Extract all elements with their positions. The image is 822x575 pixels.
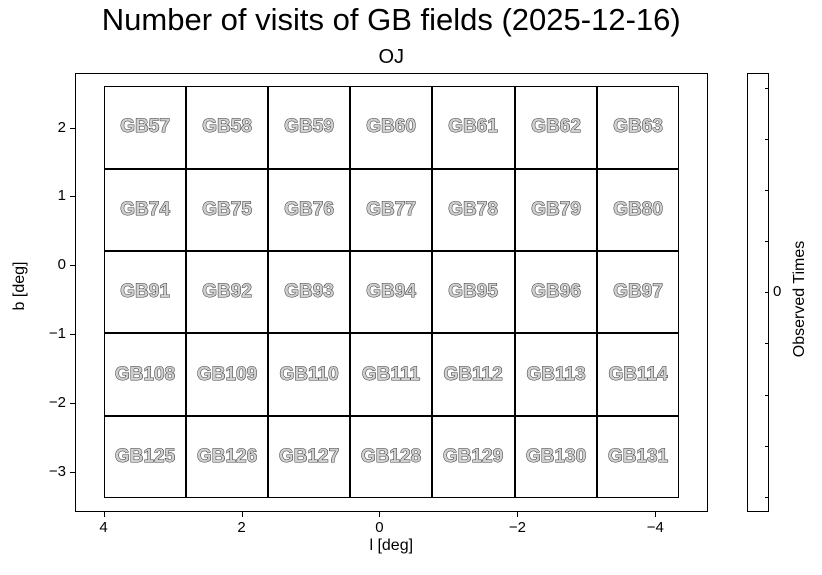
svg-text:GB126: GB126 <box>197 446 257 467</box>
svg-text:GB76: GB76 <box>284 199 334 220</box>
svg-text:GB128: GB128 <box>361 446 421 467</box>
svg-text:GB130: GB130 <box>526 446 586 467</box>
svg-text:GB125: GB125 <box>115 446 176 467</box>
svg-text:GB129: GB129 <box>443 446 503 467</box>
svg-text:GB112: GB112 <box>444 364 503 385</box>
svg-text:GB108: GB108 <box>115 364 175 385</box>
svg-text:GB114: GB114 <box>608 364 668 385</box>
svg-text:GB77: GB77 <box>366 199 416 220</box>
svg-text:GB58: GB58 <box>202 116 252 137</box>
svg-text:GB80: GB80 <box>613 199 663 220</box>
svg-text:GB60: GB60 <box>366 116 416 137</box>
svg-text:GB111: GB111 <box>362 364 421 385</box>
svg-text:GB75: GB75 <box>202 199 252 220</box>
svg-text:GB96: GB96 <box>531 281 581 302</box>
svg-text:GB63: GB63 <box>613 116 663 137</box>
svg-text:GB59: GB59 <box>284 116 334 137</box>
svg-text:GB62: GB62 <box>531 116 581 137</box>
svg-text:GB131: GB131 <box>608 446 669 467</box>
svg-text:GB94: GB94 <box>366 281 416 302</box>
svg-text:GB97: GB97 <box>613 281 663 302</box>
svg-text:GB74: GB74 <box>120 199 170 220</box>
svg-text:GB79: GB79 <box>531 199 581 220</box>
svg-text:GB92: GB92 <box>202 281 252 302</box>
svg-text:GB57: GB57 <box>120 116 170 137</box>
svg-text:GB91: GB91 <box>120 281 170 302</box>
svg-text:GB61: GB61 <box>449 116 499 137</box>
svg-text:GB127: GB127 <box>279 446 339 467</box>
svg-text:GB110: GB110 <box>279 364 338 385</box>
svg-text:GB113: GB113 <box>526 364 585 385</box>
svg-text:GB95: GB95 <box>449 281 499 302</box>
svg-text:GB78: GB78 <box>449 199 499 220</box>
svg-text:GB109: GB109 <box>197 364 257 385</box>
svg-text:GB93: GB93 <box>284 281 334 302</box>
